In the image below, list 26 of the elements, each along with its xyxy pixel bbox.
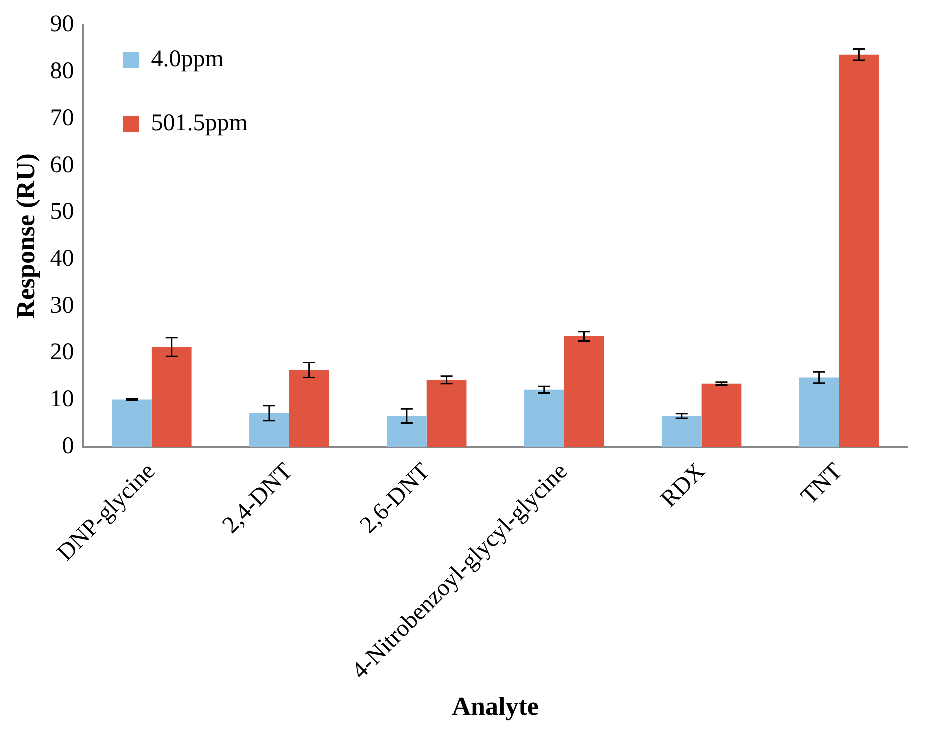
y-tick-label: 70 [50,105,74,132]
legend-label: 501.5ppm [151,110,248,136]
y-tick-label: 80 [50,58,74,85]
bar [662,416,702,448]
bar [702,384,742,448]
y-tick-label: 90 [50,12,74,38]
bar [426,380,467,448]
y-tick-label: 50 [50,199,74,226]
y-tick-label: 20 [50,340,74,366]
y-tick-label: 0 [62,433,74,460]
bar [152,347,192,448]
bar [839,54,880,448]
bar [524,390,564,448]
y-tick-label: 40 [50,246,74,272]
bar [250,413,290,448]
y-axis-title: Response (RU) [11,154,40,319]
bar [112,400,152,448]
bar [564,336,604,448]
bar [799,378,840,448]
bar [289,370,330,448]
legend-label: 4.0ppm [151,46,224,72]
y-tick-label: 60 [50,152,74,178]
y-tick-label: 10 [50,386,74,413]
bar [387,416,427,448]
y-tick-label: 30 [50,292,74,319]
x-axis-title: Analyte [452,692,539,722]
